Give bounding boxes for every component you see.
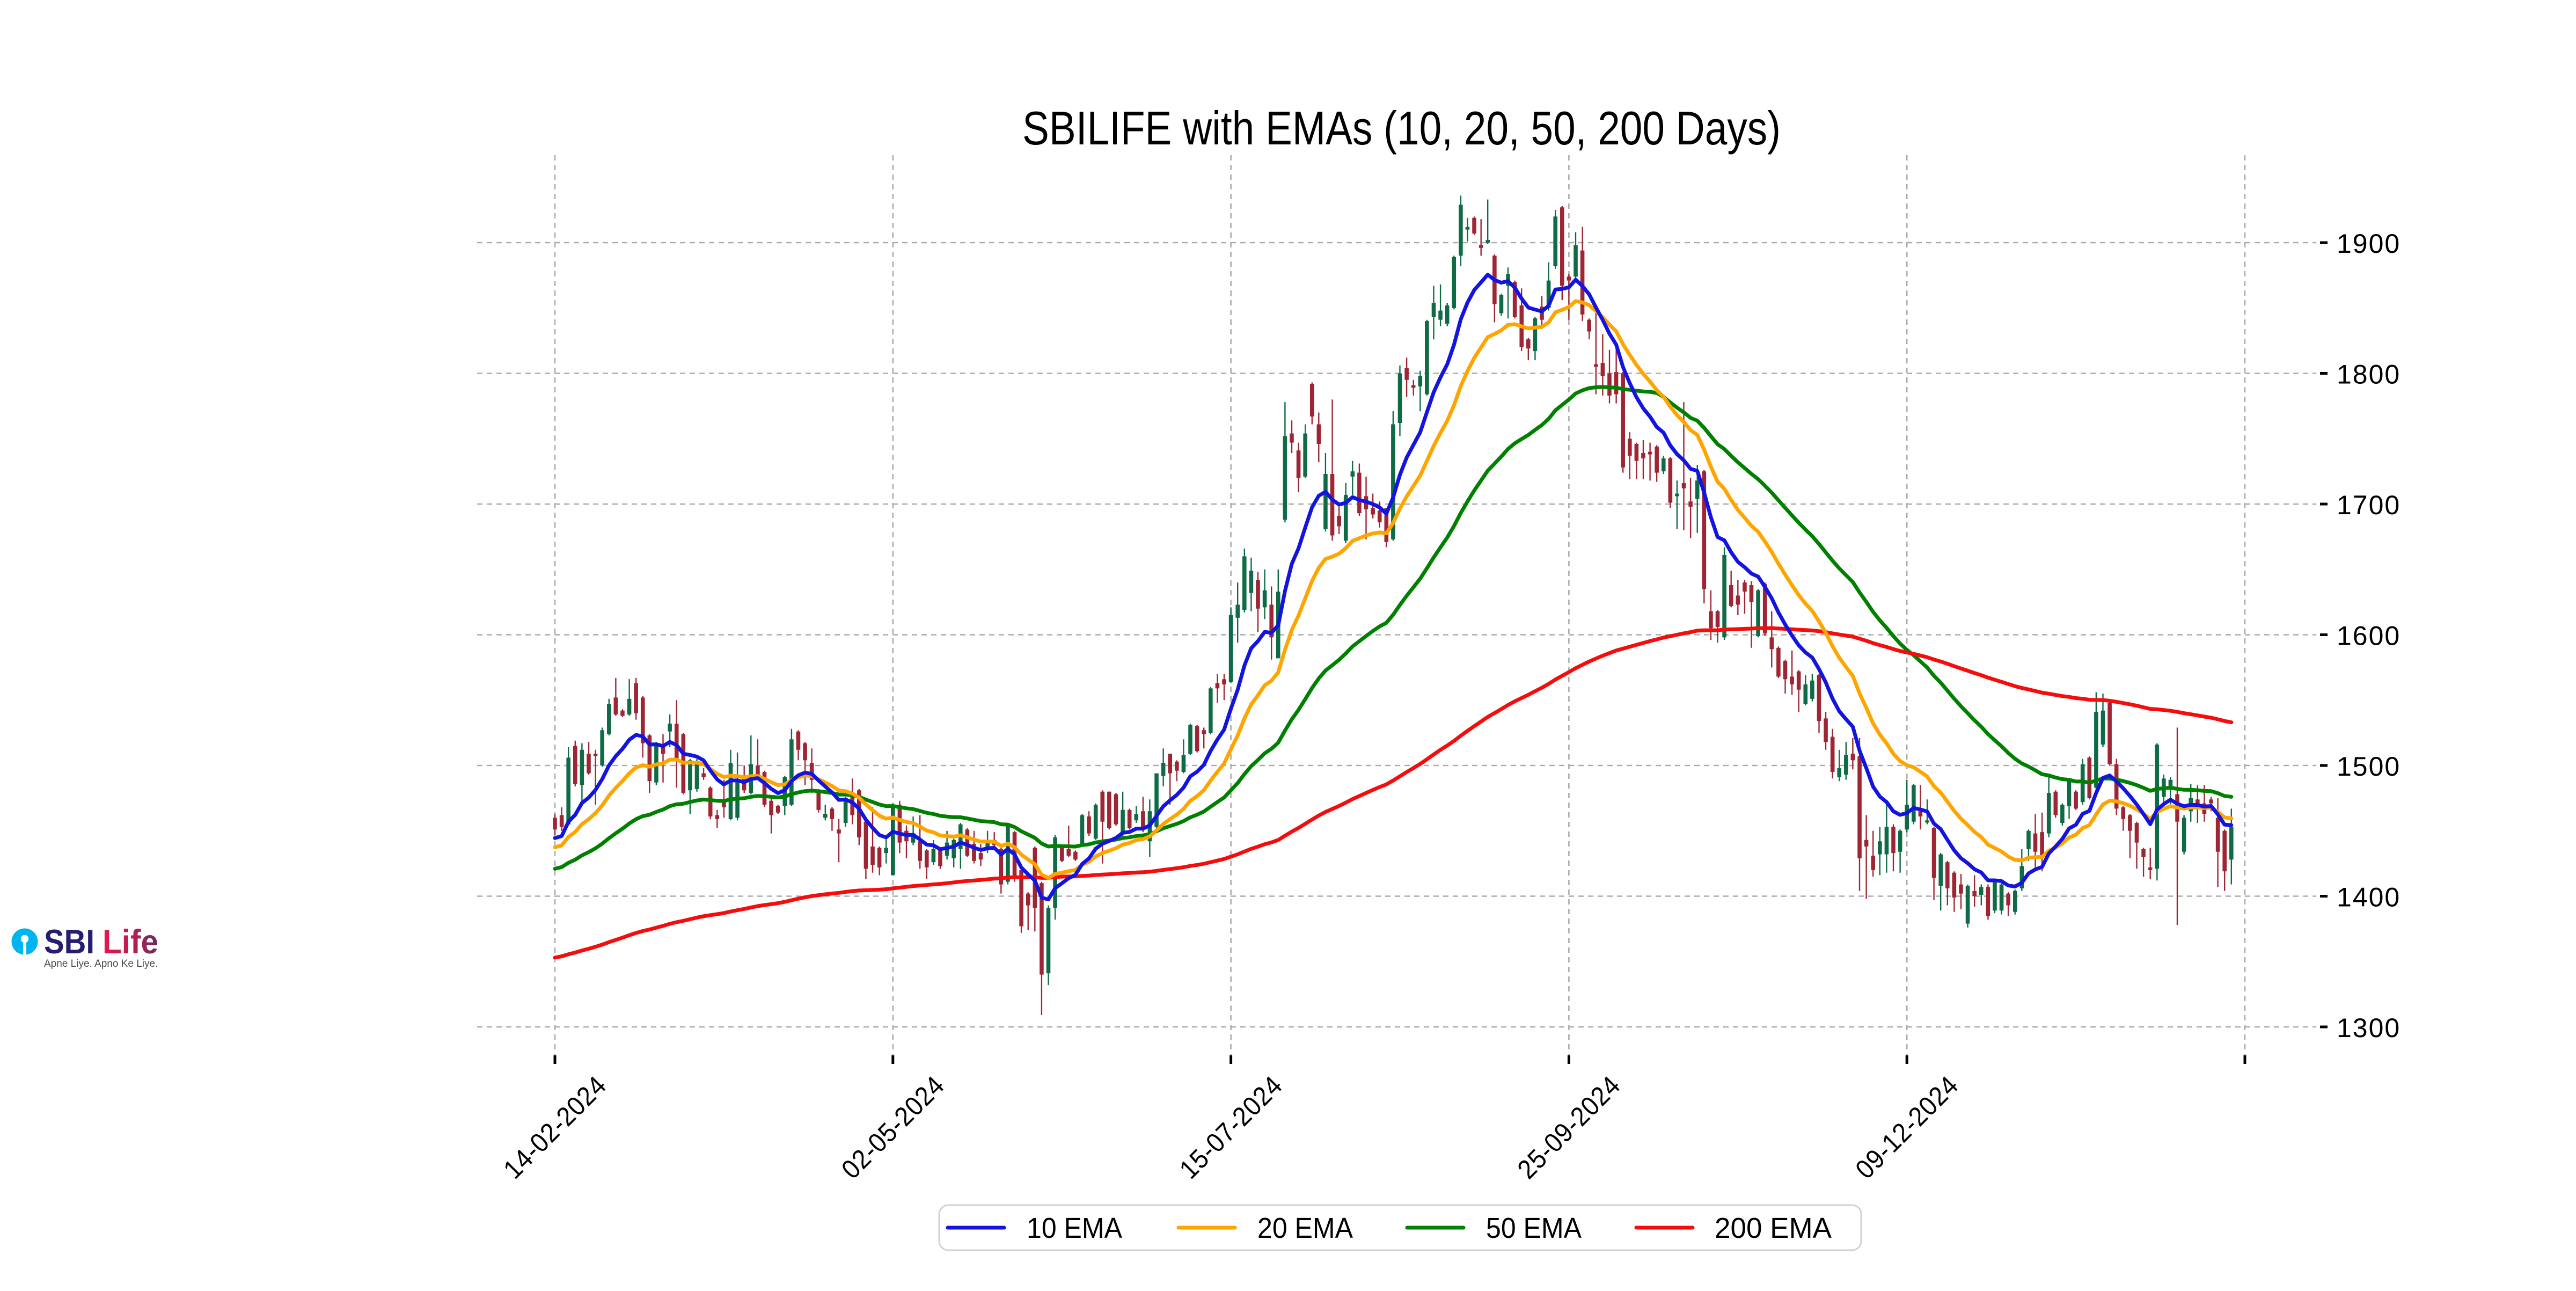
svg-text:1700: 1700 xyxy=(2337,490,2401,520)
svg-text:10 EMA: 10 EMA xyxy=(1027,1212,1122,1244)
svg-text:1500: 1500 xyxy=(2337,752,2401,782)
svg-text:1600: 1600 xyxy=(2337,621,2401,651)
svg-text:1400: 1400 xyxy=(2337,882,2401,913)
svg-text:1300: 1300 xyxy=(2337,1013,2401,1043)
svg-text:20 EMA: 20 EMA xyxy=(1257,1212,1353,1244)
svg-text:50 EMA: 50 EMA xyxy=(1486,1212,1582,1244)
svg-text:1800: 1800 xyxy=(2337,360,2401,390)
svg-text:SBI: SBI xyxy=(44,923,94,961)
svg-text:200 EMA: 200 EMA xyxy=(1715,1212,1832,1244)
svg-text:Apne Liye. Apno Ke Liye.: Apne Liye. Apno Ke Liye. xyxy=(44,958,158,969)
svg-text:Life: Life xyxy=(103,923,158,961)
svg-text:SBILIFE with EMAs (10, 20, 50,: SBILIFE with EMAs (10, 20, 50, 200 Days) xyxy=(1022,101,1781,155)
svg-text:1900: 1900 xyxy=(2337,229,2401,259)
